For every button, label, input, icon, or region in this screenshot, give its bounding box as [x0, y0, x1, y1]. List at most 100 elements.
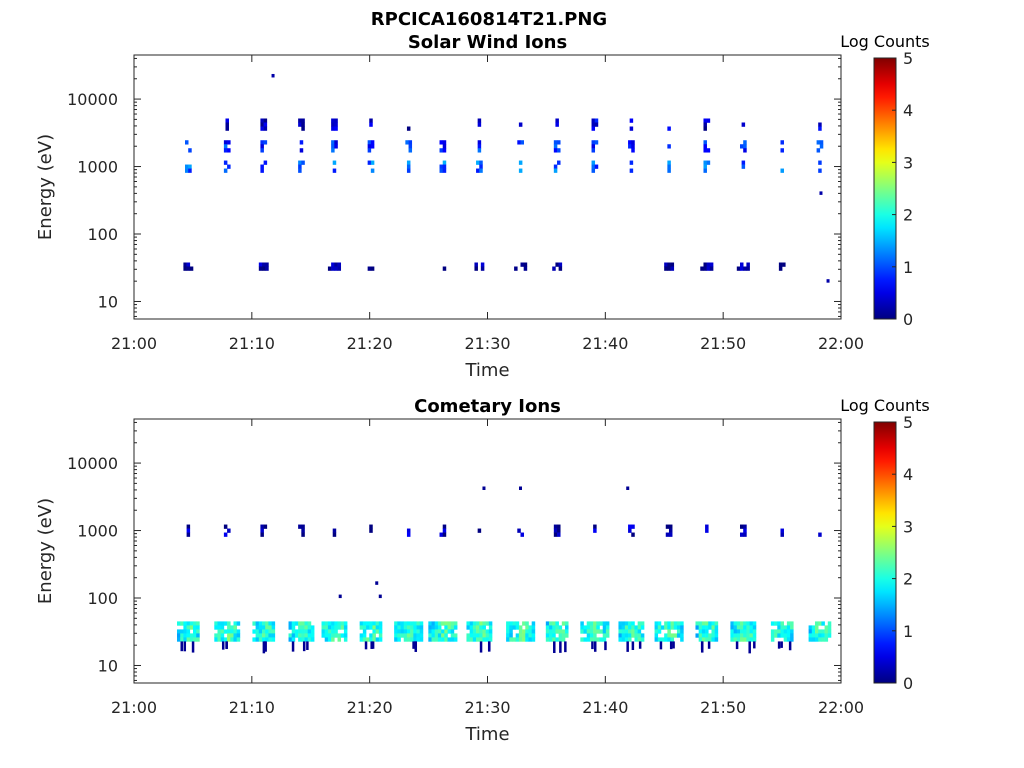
count-pixel [188, 164, 192, 169]
count-pixel [327, 266, 332, 271]
count-pixel [593, 633, 597, 638]
count-pixel [698, 637, 703, 642]
count-pixel [263, 160, 268, 165]
count-pixel [780, 641, 783, 648]
count-pixel [485, 633, 490, 638]
count-pixel [477, 528, 482, 533]
count-pixel [714, 637, 719, 642]
count-pixel [695, 633, 699, 638]
count-pixel [262, 625, 266, 630]
count-pixel [262, 266, 266, 271]
count-pixel [818, 532, 822, 537]
count-pixel [442, 144, 447, 149]
count-pixel [818, 126, 822, 131]
count-pixel [186, 528, 191, 533]
count-pixel [476, 633, 480, 638]
count-pixel [669, 641, 673, 650]
count-pixel [185, 140, 189, 145]
count-pixel [631, 621, 635, 626]
x-tick-label: 21:40 [582, 698, 628, 717]
count-pixel [437, 633, 442, 638]
count-pixel [340, 621, 345, 626]
count-pixel [626, 641, 629, 652]
count-pixel [594, 140, 599, 145]
count-pixel [337, 621, 342, 626]
count-pixel [260, 122, 264, 127]
count-pixel [739, 262, 744, 267]
count-pixel [378, 637, 383, 642]
count-pixel [743, 532, 747, 537]
count-pixel [752, 629, 757, 634]
count-pixel [780, 633, 784, 638]
count-pixel [301, 625, 305, 630]
count-pixel [485, 621, 490, 626]
count-pixel [522, 633, 526, 638]
count-pixel [701, 621, 706, 626]
count-pixel [301, 621, 305, 626]
count-pixel [749, 633, 754, 638]
count-pixel [618, 625, 622, 630]
count-pixel [631, 629, 635, 634]
count-pixel [260, 524, 264, 529]
x-tick-label: 21:30 [464, 698, 510, 717]
colorbar-tick-label: 2 [903, 570, 913, 589]
count-pixel [714, 625, 719, 630]
count-pixel [214, 625, 218, 630]
count-pixel [291, 625, 296, 630]
count-pixel [265, 621, 269, 626]
count-pixel [667, 144, 671, 149]
count-pixel [733, 625, 738, 630]
count-pixel [599, 629, 604, 634]
count-pixel [371, 641, 375, 649]
count-pixel [660, 637, 665, 642]
count-pixel [214, 637, 218, 642]
count-pixel [706, 148, 711, 153]
count-pixel [372, 625, 376, 630]
count-pixel [628, 144, 632, 149]
count-pixel [640, 637, 645, 642]
count-pixel [255, 633, 260, 638]
count-pixel [304, 629, 309, 634]
colorbar-title: Log Counts [840, 396, 930, 415]
count-pixel [369, 528, 373, 533]
count-pixel [434, 633, 439, 638]
count-pixel [450, 621, 455, 626]
count-pixel [528, 633, 532, 638]
count-pixel [410, 621, 414, 626]
count-pixel [479, 168, 483, 173]
count-pixel [400, 629, 405, 634]
count-pixel [558, 637, 563, 642]
count-pixel [189, 621, 194, 626]
count-pixel [255, 637, 260, 642]
count-pixel [413, 621, 417, 626]
count-pixel [236, 637, 241, 642]
count-pixel [676, 629, 681, 634]
count-pixel [596, 625, 600, 630]
x-tick-label: 21:30 [464, 334, 510, 353]
count-pixel [362, 637, 367, 642]
count-pixel [602, 633, 607, 638]
count-pixel [549, 629, 553, 634]
count-pixel [545, 625, 550, 630]
count-pixel [301, 633, 305, 638]
count-pixel [291, 637, 296, 642]
count-pixel [332, 168, 337, 173]
count-pixel [602, 621, 607, 626]
count-pixel [746, 621, 750, 626]
count-pixel [509, 633, 513, 638]
count-pixel [824, 637, 829, 642]
count-pixel [258, 629, 263, 634]
count-pixel [439, 164, 444, 169]
count-pixel [777, 625, 781, 630]
count-pixel [301, 122, 305, 127]
count-pixel [271, 629, 276, 634]
count-pixel [442, 160, 447, 165]
count-pixel [294, 633, 299, 638]
count-pixel [667, 262, 671, 267]
count-pixel [594, 122, 599, 127]
count-pixel [814, 621, 819, 626]
count-pixel [631, 524, 635, 529]
count-pixel [703, 118, 707, 123]
count-pixel [778, 266, 783, 271]
